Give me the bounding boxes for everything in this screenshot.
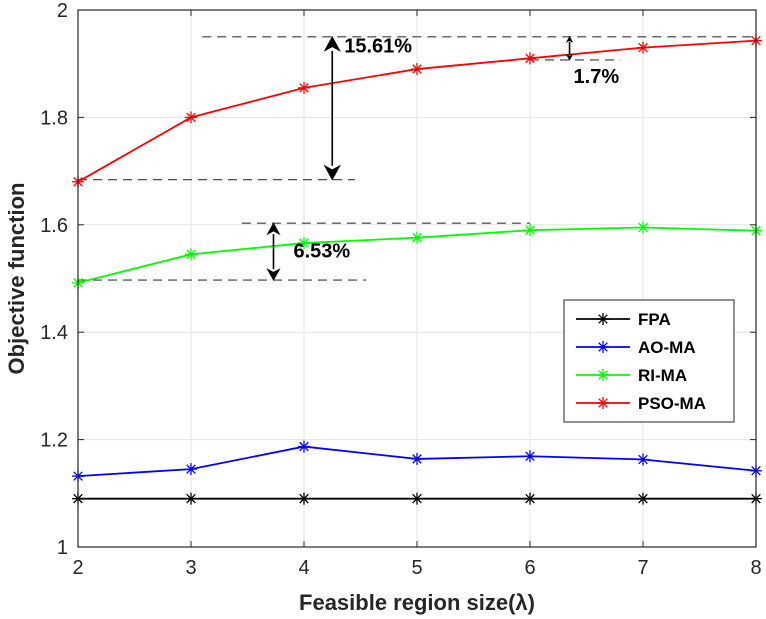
legend: FPA AO-MA RI-MA PSO-MA xyxy=(563,299,735,423)
data-point-fpa xyxy=(298,492,310,505)
data-point-pso-ma xyxy=(411,63,423,76)
x-axis-label: Feasible region size(λ) xyxy=(299,590,535,615)
annotation-arrow xyxy=(323,36,341,181)
legend-marker xyxy=(597,313,609,325)
legend-item-fpa: FPA xyxy=(576,310,671,329)
data-point-ri-ma xyxy=(637,221,649,234)
annotations: 15.61% 6.53% 1.7% xyxy=(266,35,620,281)
legend-label: RI-MA xyxy=(638,366,687,385)
data-point-pso-ma xyxy=(298,81,310,94)
data-point-pso-ma xyxy=(185,111,197,124)
legend-marker xyxy=(597,369,609,381)
tick-labels: 2 3 4 5 6 7 8 1 1.2 1.4 1.6 1.8 2 xyxy=(40,0,761,579)
legend-item-pso-ma: PSO-MA xyxy=(576,394,706,413)
y-tick-label: 1.2 xyxy=(40,430,68,452)
legend-marker xyxy=(597,397,609,409)
x-tick-label: 2 xyxy=(72,557,83,579)
data-point-ao-ma xyxy=(637,453,649,466)
legend-item-ao-ma: AO-MA xyxy=(576,338,696,357)
data-point-ri-ma xyxy=(411,231,423,244)
annotation-arrow xyxy=(266,222,281,281)
data-point-ao-ma xyxy=(185,463,197,476)
annotation-label: 1.7% xyxy=(574,66,620,88)
grid xyxy=(77,9,757,548)
y-tick-label: 1 xyxy=(57,537,68,559)
x-tick-label: 4 xyxy=(298,557,309,579)
legend-item-ri-ma: RI-MA xyxy=(576,366,687,385)
x-tick-label: 5 xyxy=(411,557,422,579)
data-point-fpa xyxy=(637,492,649,505)
legend-marker xyxy=(597,341,609,353)
annotation-label: 6.53% xyxy=(293,241,350,263)
data-point-pso-ma xyxy=(637,41,649,54)
data-point-ao-ma xyxy=(298,440,310,453)
data-point-fpa xyxy=(185,492,197,505)
y-tick-label: 1.6 xyxy=(40,215,68,237)
y-tick-label: 1.8 xyxy=(40,107,68,129)
series-fpa xyxy=(72,492,762,505)
annotation-label: 15.61% xyxy=(344,35,412,57)
data-point-ri-ma xyxy=(524,224,536,237)
data-point-fpa xyxy=(411,492,423,505)
series-ri-ma xyxy=(72,221,762,289)
x-tick-label: 6 xyxy=(524,557,535,579)
y-tick-label: 1.4 xyxy=(40,322,68,344)
data-point-fpa xyxy=(524,492,536,505)
data-point-ao-ma xyxy=(524,450,536,463)
x-tick-label: 7 xyxy=(637,557,648,579)
legend-label: PSO-MA xyxy=(638,394,706,413)
legend-label: AO-MA xyxy=(638,338,696,357)
legend-box xyxy=(563,299,735,423)
reference-lines xyxy=(78,36,756,281)
y-tick-label: 2 xyxy=(57,0,68,22)
data-point-ao-ma xyxy=(411,452,423,465)
y-axis-label: Objective function xyxy=(4,183,29,375)
annotation-arrow xyxy=(565,36,574,61)
legend-label: FPA xyxy=(638,310,671,329)
x-tick-label: 8 xyxy=(750,557,761,579)
data-point-ri-ma xyxy=(185,248,197,261)
x-tick-label: 3 xyxy=(185,557,196,579)
data-point-ri-ma xyxy=(298,237,310,250)
data-point-pso-ma xyxy=(524,52,536,65)
